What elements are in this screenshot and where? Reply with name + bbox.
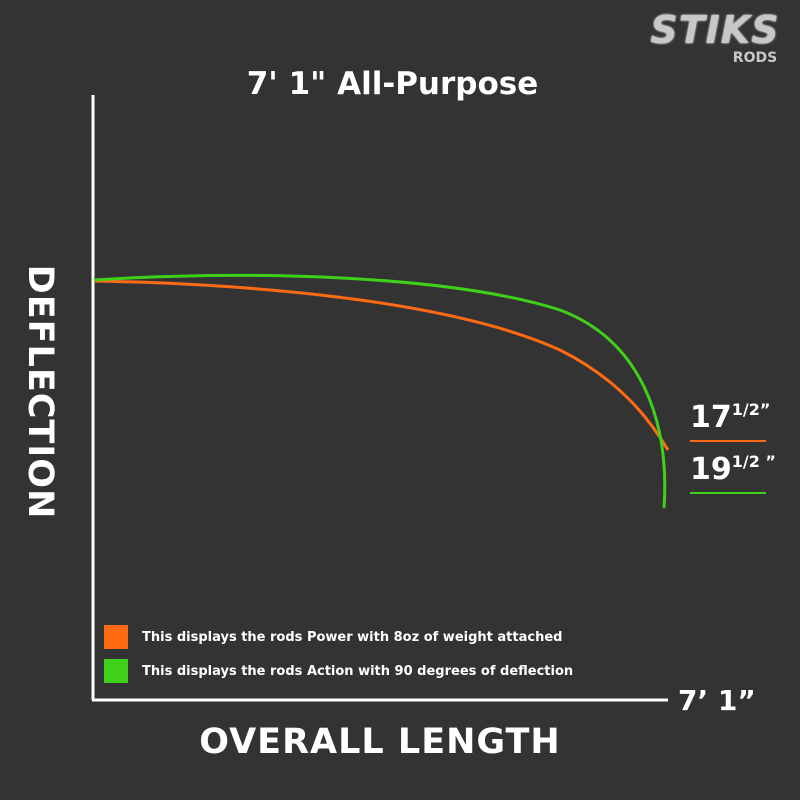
x-end-label: 7’ 1”: [678, 684, 756, 717]
action-tip-label: 191/2 ”: [690, 452, 776, 494]
legend-swatch-green: [104, 659, 128, 683]
action-underline: [690, 492, 766, 494]
chart-title: 7' 1" All-Purpose: [246, 66, 539, 102]
logo: STIKS RODS: [650, 8, 780, 66]
legend-swatch-orange: [104, 625, 128, 649]
x-axis-label: OVERALL LENGTH: [199, 722, 561, 762]
power-underline: [690, 440, 766, 442]
power-curve: [93, 279, 670, 451]
action-curve: [93, 273, 667, 509]
legend-item-power: This displays the rods Power with 8oz of…: [104, 625, 562, 649]
legend-item-action: This displays the rods Action with 90 de…: [104, 659, 573, 683]
power-tip-label: 171/2”: [690, 400, 770, 442]
y-axis-label: DEFLECTION: [20, 264, 60, 520]
